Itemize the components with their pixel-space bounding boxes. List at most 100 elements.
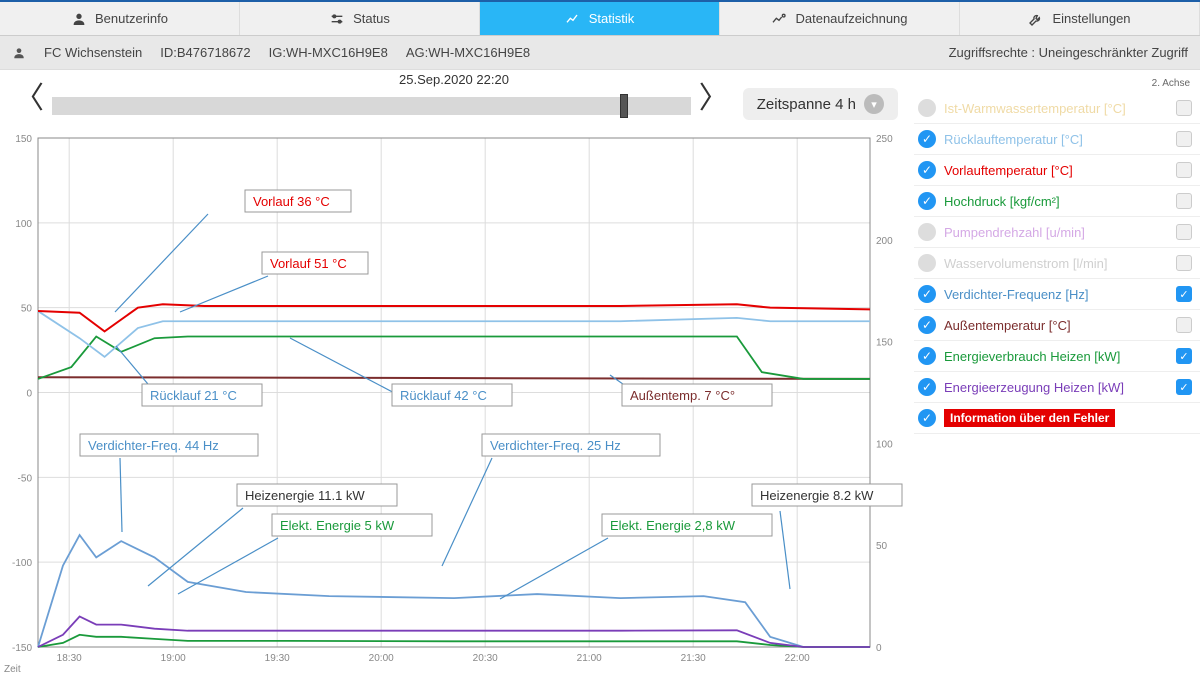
- info-username: FC Wichsenstein: [44, 45, 142, 60]
- toggle-icon[interactable]: ✓: [918, 347, 936, 365]
- svg-text:0: 0: [876, 643, 882, 654]
- legend-row[interactable]: ✓ Energieverbrauch Heizen [kW] ✓: [914, 341, 1200, 372]
- toggle-icon[interactable]: [918, 254, 936, 272]
- svg-text:20:00: 20:00: [369, 653, 394, 664]
- svg-text:19:00: 19:00: [161, 653, 186, 664]
- chevron-down-icon: ▾: [864, 94, 884, 114]
- toggle-icon[interactable]: [918, 223, 936, 241]
- timeline-timestamp: 25.Sep.2020 22:20: [399, 72, 509, 87]
- tab-status[interactable]: Status: [240, 2, 480, 35]
- svg-text:50: 50: [21, 304, 33, 315]
- legend-panel: 2. Achse Ist-Warmwassertemperatur [°C]✓R…: [908, 70, 1200, 677]
- timeline-prev-button[interactable]: 〈: [10, 84, 48, 114]
- toggle-icon[interactable]: ✓: [918, 192, 936, 210]
- legend-label: Energieerzeugung Heizen [kW]: [944, 380, 1168, 395]
- tab-recording[interactable]: Datenaufzeichnung: [720, 2, 960, 35]
- legend-label: Pumpendrehzahl [u/min]: [944, 225, 1168, 240]
- check-icon: ✓: [918, 409, 936, 427]
- legend-row[interactable]: ✓Vorlauftemperatur [°C]: [914, 155, 1200, 186]
- timeline-track[interactable]: [52, 97, 691, 115]
- toggle-icon[interactable]: ✓: [918, 161, 936, 179]
- tab-settings-label: Einstellungen: [1052, 11, 1130, 26]
- timespan-selector[interactable]: Zeitspanne 4 h ▾: [743, 88, 898, 120]
- svg-text:200: 200: [876, 236, 893, 247]
- timeline-row: 25.Sep.2020 22:20 〈 〉 Zeitspanne 4 h ▾: [0, 70, 908, 124]
- toggle-icon[interactable]: [918, 99, 936, 117]
- tab-statistics-label: Statistik: [589, 11, 635, 26]
- toggle-icon[interactable]: ✓: [918, 285, 936, 303]
- axis2-checkbox[interactable]: [1176, 162, 1192, 178]
- svg-text:Vorlauf 36 °C: Vorlauf 36 °C: [253, 194, 330, 209]
- info-ag: AG:WH-MXC16H9E8: [406, 45, 530, 60]
- svg-text:-50: -50: [18, 473, 33, 484]
- top-tabs: Benutzerinfo Status Statistik Datenaufze…: [0, 0, 1200, 36]
- user-icon: [71, 11, 87, 27]
- legend-label: Wasservolumenstrom [l/min]: [944, 256, 1168, 271]
- chart-svg: -150-100-5005010015005010015020025018:30…: [0, 128, 908, 677]
- info-id: ID:B476718672: [160, 45, 250, 60]
- svg-text:-100: -100: [12, 558, 32, 569]
- legend-row[interactable]: ✓Rücklauftemperatur [°C]: [914, 124, 1200, 155]
- svg-text:Verdichter-Freq. 44 Hz: Verdichter-Freq. 44 Hz: [88, 438, 219, 453]
- axis2-checkbox[interactable]: [1176, 255, 1192, 271]
- axis2-checkbox[interactable]: ✓: [1176, 286, 1192, 302]
- legend-label: Außentemperatur [°C]: [944, 318, 1168, 333]
- info-ig: IG:WH-MXC16H9E8: [269, 45, 388, 60]
- svg-text:Heizenergie 11.1 kW: Heizenergie 11.1 kW: [245, 488, 365, 503]
- toggle-icon[interactable]: ✓: [918, 316, 936, 334]
- timeline-next-button[interactable]: 〉: [695, 84, 733, 114]
- svg-text:21:30: 21:30: [681, 653, 706, 664]
- svg-text:Vorlauf 51 °C: Vorlauf 51 °C: [270, 256, 347, 271]
- tab-settings[interactable]: Einstellungen: [960, 2, 1200, 35]
- info-bar: FC Wichsenstein ID:B476718672 IG:WH-MXC1…: [0, 36, 1200, 70]
- chart-gear-icon: [771, 11, 787, 27]
- tab-statistics[interactable]: Statistik: [480, 2, 720, 35]
- legend-label: Verdichter-Frequenz [Hz]: [944, 287, 1168, 302]
- tab-userinfo-label: Benutzerinfo: [95, 11, 168, 26]
- legend-row[interactable]: ✓Hochdruck [kgf/cm²]: [914, 186, 1200, 217]
- tab-status-label: Status: [353, 11, 390, 26]
- svg-text:50: 50: [876, 541, 888, 552]
- svg-text:-150: -150: [12, 643, 32, 654]
- tab-recording-label: Datenaufzeichnung: [795, 11, 907, 26]
- axis2-checkbox[interactable]: ✓: [1176, 348, 1192, 364]
- axis2-checkbox[interactable]: [1176, 317, 1192, 333]
- axis2-checkbox[interactable]: ✓: [1176, 379, 1192, 395]
- svg-text:Heizenergie 8.2 kW: Heizenergie 8.2 kW: [760, 488, 874, 503]
- legend-row[interactable]: ✓ Außentemperatur [°C]: [914, 310, 1200, 341]
- axis2-checkbox[interactable]: [1176, 100, 1192, 116]
- axis2-checkbox[interactable]: [1176, 131, 1192, 147]
- svg-text:Elekt. Energie 2,8 kW: Elekt. Energie 2,8 kW: [610, 518, 736, 533]
- legend-error-row[interactable]: ✓ Information über den Fehler: [914, 403, 1200, 434]
- toggle-icon[interactable]: ✓: [918, 130, 936, 148]
- tab-userinfo[interactable]: Benutzerinfo: [0, 2, 240, 35]
- svg-text:Rücklauf 42 °C: Rücklauf 42 °C: [400, 388, 487, 403]
- sliders-icon: [329, 11, 345, 27]
- chart-line-icon: [565, 11, 581, 27]
- svg-text:Rücklauf 21 °C: Rücklauf 21 °C: [150, 388, 237, 403]
- svg-text:18:30: 18:30: [57, 653, 82, 664]
- legend-row[interactable]: Pumpendrehzahl [u/min]: [914, 217, 1200, 248]
- axis2-checkbox[interactable]: [1176, 193, 1192, 209]
- error-info-label: Information über den Fehler: [944, 409, 1115, 427]
- svg-text:150: 150: [876, 338, 893, 349]
- timeline-handle[interactable]: [620, 94, 628, 118]
- svg-text:Elekt. Energie 5 kW: Elekt. Energie 5 kW: [280, 518, 395, 533]
- svg-text:Verdichter-Freq. 25 Hz: Verdichter-Freq. 25 Hz: [490, 438, 621, 453]
- svg-text:21:00: 21:00: [577, 653, 602, 664]
- legend-row[interactable]: Ist-Warmwassertemperatur [°C]: [914, 93, 1200, 124]
- svg-text:150: 150: [15, 134, 32, 145]
- axis2-header: 2. Achse: [914, 78, 1200, 93]
- x-axis-title: Zeit: [4, 664, 21, 675]
- legend-label: Energieverbrauch Heizen [kW]: [944, 349, 1168, 364]
- svg-text:0: 0: [26, 389, 32, 400]
- toggle-icon[interactable]: ✓: [918, 378, 936, 396]
- legend-row[interactable]: Wasservolumenstrom [l/min]: [914, 248, 1200, 279]
- chart: -150-100-5005010015005010015020025018:30…: [0, 128, 908, 677]
- axis2-checkbox[interactable]: [1176, 224, 1192, 240]
- info-rights: Zugriffsrechte : Uneingeschränkter Zugri…: [949, 45, 1188, 60]
- legend-row[interactable]: ✓ Energieerzeugung Heizen [kW] ✓: [914, 372, 1200, 403]
- svg-text:22:00: 22:00: [785, 653, 810, 664]
- legend-row[interactable]: ✓ Verdichter-Frequenz [Hz] ✓: [914, 279, 1200, 310]
- wrench-icon: [1028, 11, 1044, 27]
